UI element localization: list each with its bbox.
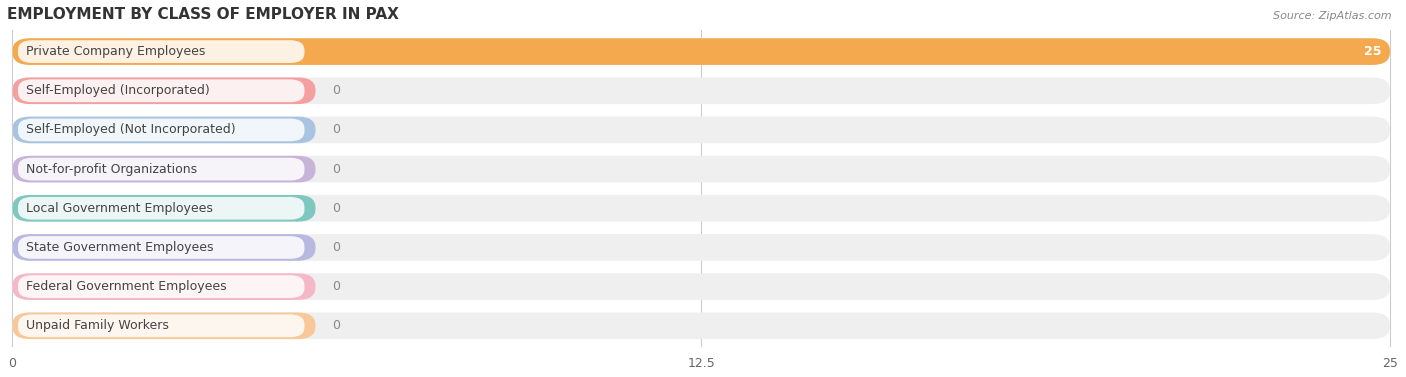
FancyBboxPatch shape [13,77,1391,104]
Text: 0: 0 [332,162,340,176]
FancyBboxPatch shape [18,236,305,259]
FancyBboxPatch shape [13,273,1391,300]
Text: 0: 0 [332,241,340,254]
FancyBboxPatch shape [13,156,315,182]
FancyBboxPatch shape [13,273,315,300]
Text: 0: 0 [332,202,340,215]
Text: 25: 25 [1364,45,1382,58]
FancyBboxPatch shape [13,38,1391,65]
FancyBboxPatch shape [13,234,315,261]
Text: Source: ZipAtlas.com: Source: ZipAtlas.com [1274,11,1392,21]
Text: Federal Government Employees: Federal Government Employees [27,280,226,293]
Text: Private Company Employees: Private Company Employees [27,45,205,58]
FancyBboxPatch shape [13,116,315,143]
FancyBboxPatch shape [13,195,315,222]
FancyBboxPatch shape [18,80,305,102]
Text: State Government Employees: State Government Employees [27,241,214,254]
FancyBboxPatch shape [13,77,315,104]
FancyBboxPatch shape [13,116,1391,143]
Text: 0: 0 [332,280,340,293]
FancyBboxPatch shape [18,40,305,63]
FancyBboxPatch shape [18,158,305,181]
FancyBboxPatch shape [13,313,315,339]
FancyBboxPatch shape [13,38,1391,65]
Text: Self-Employed (Not Incorporated): Self-Employed (Not Incorporated) [27,123,236,136]
FancyBboxPatch shape [13,313,1391,339]
FancyBboxPatch shape [13,156,1391,182]
FancyBboxPatch shape [18,314,305,337]
FancyBboxPatch shape [13,195,1391,222]
Text: Self-Employed (Incorporated): Self-Employed (Incorporated) [27,84,209,97]
Text: Local Government Employees: Local Government Employees [27,202,214,215]
Text: EMPLOYMENT BY CLASS OF EMPLOYER IN PAX: EMPLOYMENT BY CLASS OF EMPLOYER IN PAX [7,7,399,22]
FancyBboxPatch shape [18,275,305,298]
Text: Not-for-profit Organizations: Not-for-profit Organizations [27,162,197,176]
Text: Unpaid Family Workers: Unpaid Family Workers [27,319,169,332]
Text: 0: 0 [332,84,340,97]
FancyBboxPatch shape [18,119,305,141]
FancyBboxPatch shape [18,197,305,220]
FancyBboxPatch shape [13,234,1391,261]
Text: 0: 0 [332,123,340,136]
Text: 0: 0 [332,319,340,332]
